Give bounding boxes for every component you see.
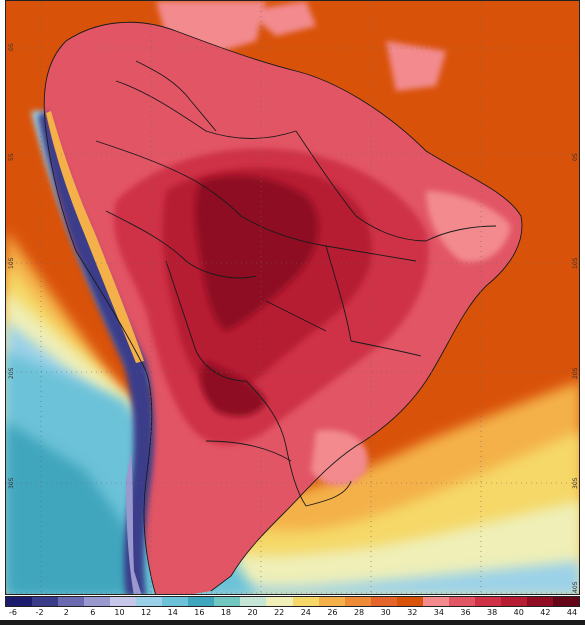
- colorbar-swatch: [396, 597, 423, 606]
- colorbar-swatch: [500, 597, 527, 606]
- colorbar-swatch: [474, 597, 501, 606]
- colorbar-tick-label: 10: [114, 608, 125, 617]
- latitude-label-left: 20S: [8, 367, 15, 379]
- colorbar-swatch: [370, 597, 397, 606]
- ocean-band-deep-teal: [6, 421, 146, 594]
- colorbar-swatch: [6, 597, 33, 606]
- andes-cold-spine: [38, 111, 155, 594]
- colorbar-tick-label: 22: [274, 608, 285, 617]
- patagonia-cold: [126, 451, 142, 594]
- colorbar-tick-labels: -6 -2 2 6 10 12 14 16 18 20 22 24 26 28 30 32 34 36 38 40 42…: [5, 608, 580, 620]
- colorbar-swatch: [136, 597, 163, 606]
- colorbar-tick-label: 36: [460, 608, 471, 617]
- colorbar-tick-label: 42: [540, 608, 551, 617]
- colorbar-swatch: [318, 597, 345, 606]
- latitude-label-left: 10S: [8, 257, 15, 269]
- latitude-label-right: 20S: [572, 367, 579, 379]
- temperature-map: 0S 5S 10S 20S 30S 0S 10S 20S 30S 40S: [5, 0, 580, 595]
- colorbar-tick-label: -6: [9, 608, 17, 617]
- colorbar-swatch: [110, 597, 137, 606]
- colorbar-swatch: [266, 597, 293, 606]
- colorbar-tick-label: 6: [90, 608, 96, 617]
- colorbar-tick-label: 18: [220, 608, 232, 617]
- colorbar-tick-label: 40: [513, 608, 524, 617]
- colorbar-tick-label: 38: [487, 608, 498, 617]
- colorbar-swatch: [344, 597, 371, 606]
- latitude-label-right: 10S: [572, 257, 579, 269]
- latitude-label-left: 30S: [8, 477, 15, 489]
- colorbar-tick-label: 2: [63, 608, 69, 617]
- colorbar-tick-label: 26: [327, 608, 338, 617]
- temperature-colorbar: [5, 596, 580, 607]
- colorbar-tick-label: 30: [380, 608, 391, 617]
- colorbar-swatch: [448, 597, 475, 606]
- colorbar-tick-label: 34: [433, 608, 444, 617]
- colorbar-tick-label: 28: [353, 608, 365, 617]
- colorbar-tick-label: 14: [167, 608, 178, 617]
- colorbar-swatch: [292, 597, 319, 606]
- bottom-border: [0, 620, 585, 625]
- latitude-label-right: 40S: [572, 581, 579, 593]
- colorbar-tick-label: 32: [407, 608, 418, 617]
- latitude-label-left: 5S: [8, 153, 15, 161]
- map-canvas: [6, 1, 579, 594]
- graticule: [6, 1, 579, 594]
- colorbar-swatch: [32, 597, 59, 606]
- colorbar-swatch: [214, 597, 241, 606]
- colorbar-tick-label: 24: [300, 608, 311, 617]
- latitude-label-right: 0S: [572, 153, 579, 161]
- colorbar-swatch: [526, 597, 553, 606]
- colorbar-swatch: [552, 597, 580, 606]
- colorbar-swatch: [84, 597, 111, 606]
- colorbar-swatch: [240, 597, 267, 606]
- colorbar-swatch: [188, 597, 215, 606]
- latitude-label-right: 30S: [572, 477, 579, 489]
- ocean-pink-patch: [386, 41, 446, 91]
- latitude-label-left: 0S: [8, 43, 15, 51]
- colorbar-tick-label: 12: [141, 608, 152, 617]
- andes-foothill-warm: [46, 111, 144, 363]
- colorbar-swatch: [422, 597, 449, 606]
- colorbar-tick-label: 16: [194, 608, 205, 617]
- land-extreme-region-south: [200, 361, 266, 417]
- colorbar-swatch: [58, 597, 85, 606]
- colorbar-tick-label: 20: [247, 608, 258, 617]
- colorbar-swatch: [162, 597, 189, 606]
- colorbar-tick-label: 44: [566, 608, 578, 617]
- country-borders: [43, 21, 523, 594]
- land-extreme-region: [195, 176, 319, 331]
- colorbar-tick-label: -2: [35, 608, 44, 617]
- ocean-pink-patch: [246, 1, 316, 36]
- land-mild-northeast: [426, 191, 511, 262]
